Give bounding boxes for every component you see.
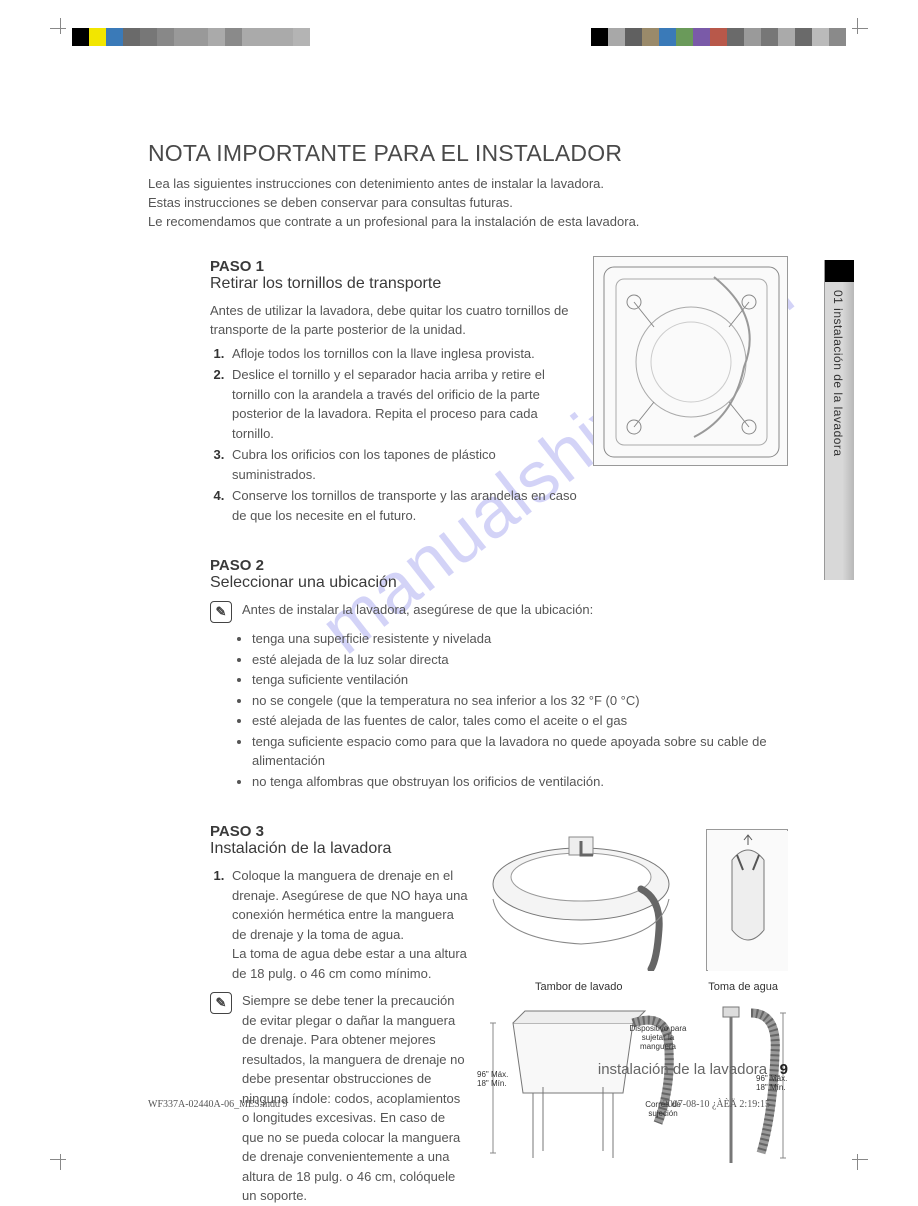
step-3: Tambor de lavado Toma de agua [210, 823, 788, 1206]
registration-bar-left [72, 28, 310, 46]
diagram-label: Tambor de lavado [535, 981, 622, 993]
figure-tub-standpipe: Tambor de lavado Toma de agua [483, 983, 788, 1193]
step-list: Afloje todos los tornillos con la llave … [210, 344, 580, 526]
step-2: PASO 2 Seleccionar una ubicación ✎ Antes… [210, 557, 788, 791]
list-item: no se congele (que la temperatura no sea… [252, 691, 788, 711]
list-item: Deslice el tornillo y el separador hacia… [228, 365, 580, 443]
intro-text: Lea las siguientes instrucciones con det… [148, 175, 788, 232]
step-label: PASO 2 [210, 557, 788, 574]
page-number: 9 [780, 1061, 788, 1078]
figure-hose-clip [706, 829, 788, 971]
list-item: tenga suficiente ventilación [252, 670, 788, 690]
section-tab: 01 instalación de la lavadora [824, 260, 854, 580]
list-item: Afloje todos los tornillos con la llave … [228, 344, 580, 364]
page-title: NOTA IMPORTANTE PARA EL INSTALADOR [148, 140, 788, 167]
list-item: tenga una superficie resistente y nivela… [252, 629, 788, 649]
step-subtitle: Seleccionar una ubicación [210, 574, 788, 592]
intro-line: Le recomendamos que contrate a un profes… [148, 213, 788, 232]
crop-mark-icon [848, 18, 868, 38]
page-content: 01 instalación de la lavadora manualshiv… [70, 60, 848, 1128]
list-item: no tenga alfombras que obstruyan los ori… [252, 772, 788, 792]
intro-line: Estas instrucciones se deben conservar p… [148, 194, 788, 213]
print-date: 2007-08-10 ¿ÀÈÄ 2:19:15 [663, 1099, 770, 1110]
section-tab-label: 01 instalación de la lavadora [831, 290, 845, 457]
figure-sink [481, 829, 696, 971]
figure-washer-back [593, 256, 788, 466]
bullet-list: tenga una superficie resistente y nivela… [210, 629, 788, 791]
diagram-label: Toma de agua [708, 981, 778, 993]
footer-text: instalación de la lavadora _ [598, 1061, 780, 1078]
crop-mark-icon [848, 1150, 868, 1170]
intro-line: Lea las siguientes instrucciones con det… [148, 175, 788, 194]
step-1: PASO 1 Retirar los tornillos de transpor… [210, 258, 788, 526]
list-item: Cubra los orificios con los tapones de p… [228, 445, 580, 484]
diagram-callout: Dispositivo para sujetar la manguera [628, 1025, 688, 1051]
list-item: tenga suficiente espacio como para que l… [252, 732, 788, 771]
step-list: Coloque la manguera de drenaje en el dre… [210, 866, 470, 983]
list-item: esté alejada de la luz solar directa [252, 650, 788, 670]
crop-mark-icon [50, 18, 70, 38]
note-icon: ✎ [210, 601, 232, 623]
print-file: WF337A-02440A-06_MES.indd 9 [148, 1099, 287, 1110]
list-item: esté alejada de las fuentes de calor, ta… [252, 711, 788, 731]
note-text: Antes de instalar la lavadora, asegúrese… [242, 600, 593, 623]
step-lead: Antes de utilizar la lavadora, debe quit… [210, 301, 580, 340]
registration-bar-right [574, 28, 846, 46]
caution-icon: ✎ [210, 992, 232, 1014]
list-item: Coloque la manguera de drenaje en el dre… [228, 866, 470, 983]
print-metadata: WF337A-02440A-06_MES.indd 9 2007-08-10 ¿… [148, 1098, 770, 1110]
height-label: 96" Máx. 18" Mín. [477, 1071, 511, 1089]
list-item: Conserve los tornillos de transporte y l… [228, 486, 580, 525]
page-footer: instalación de la lavadora _9 [598, 1061, 788, 1078]
crop-mark-icon [50, 1150, 70, 1170]
